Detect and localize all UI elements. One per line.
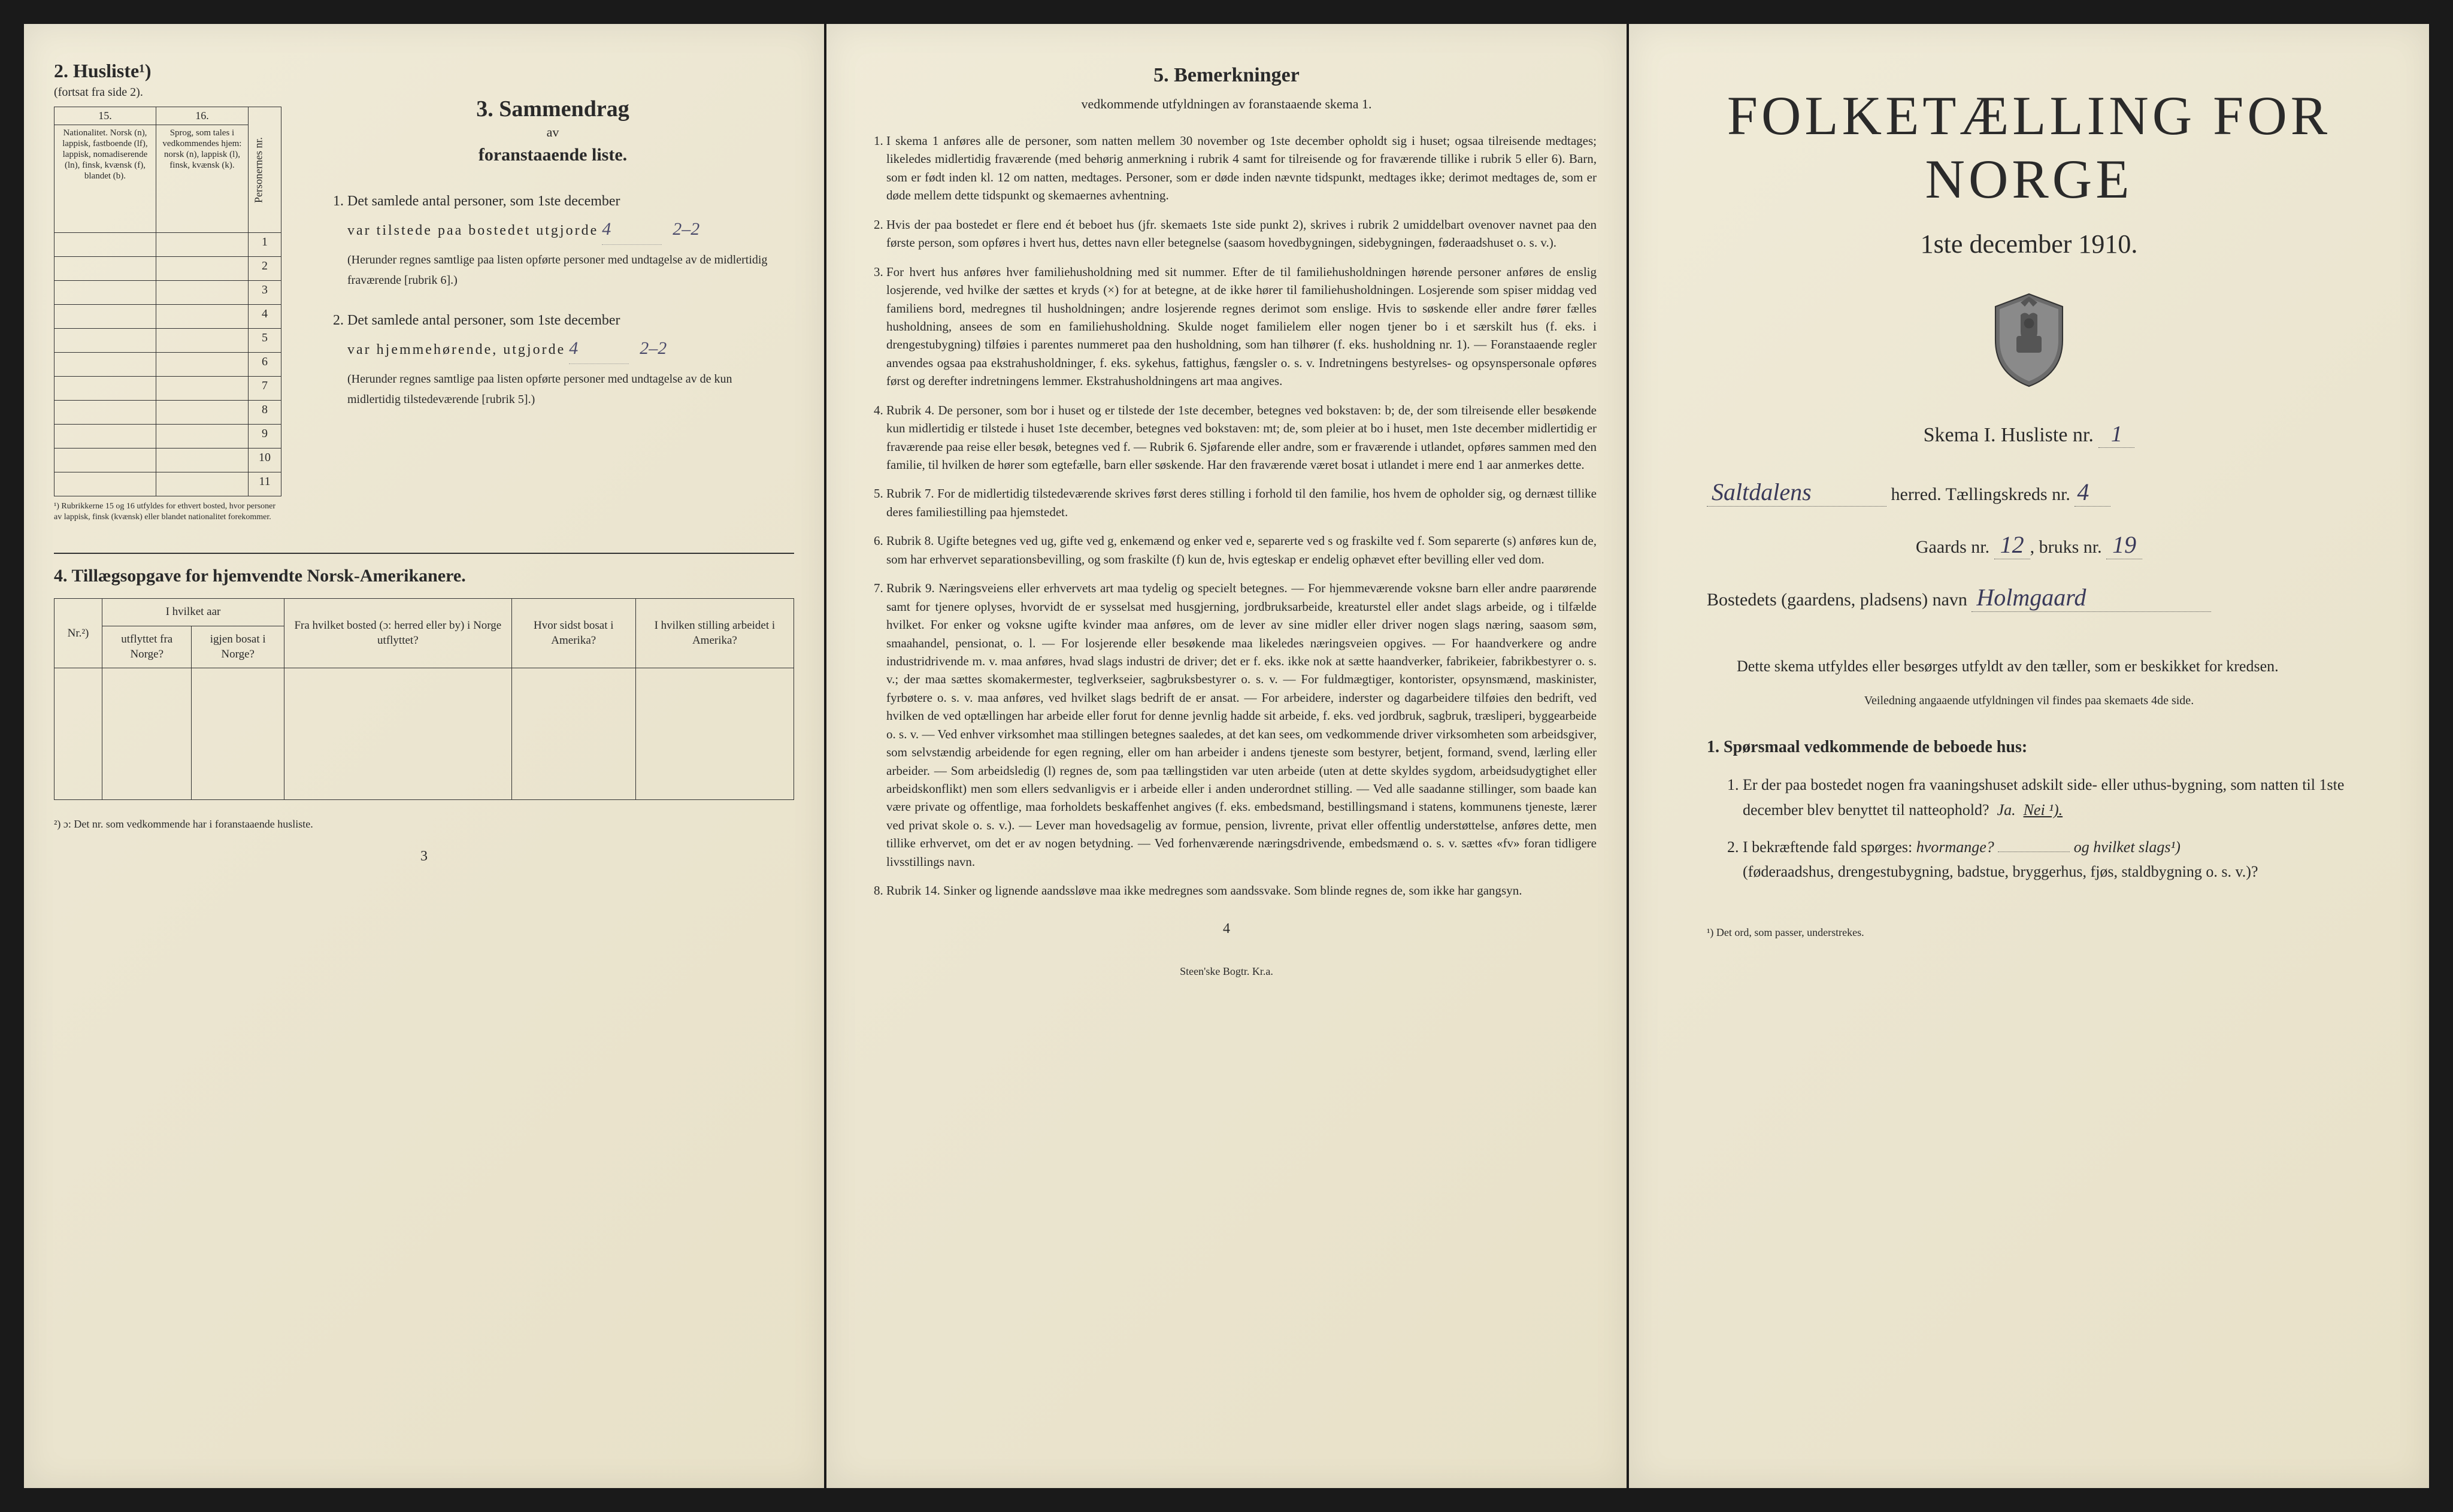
skema-label: Skema I. Husliste nr. — [1924, 424, 2094, 446]
instruct-small: Veiledning angaaende utfyldningen vil fi… — [1707, 691, 2351, 710]
question-heading: 1. Spørsmaal vedkommende de beboede hus: — [1707, 734, 2351, 761]
sammendrag-item-2: Det samlede antal personer, som 1ste dec… — [347, 308, 782, 410]
herred-value: Saltdalens — [1707, 478, 1886, 507]
bemerk-item: For hvert hus anføres hver familiehushol… — [886, 263, 1597, 390]
sammendrag-sub2: foranstaaende liste. — [323, 145, 782, 165]
item1-paren: (Herunder regnes samtlige paa listen opf… — [347, 250, 782, 290]
col-15-head: Nationalitet. Norsk (n), lappisk, fastbo… — [54, 125, 156, 233]
main-title: FOLKETÆLLING FOR NORGE — [1659, 84, 2399, 211]
th-igjen: igjen bosat i Norge? — [192, 626, 284, 668]
husliste-nr-value: 1 — [2098, 421, 2134, 448]
col-15-num: 15. — [54, 107, 156, 125]
col-16-head: Sprog, som tales i vedkommendes hjem: no… — [156, 125, 248, 233]
husliste-section: 2. Husliste¹) (fortsat fra side 2). 15. … — [54, 60, 281, 523]
census-document: 2. Husliste¹) (fortsat fra side 2). 15. … — [24, 24, 2429, 1488]
bruks-nr-value: 19 — [2106, 531, 2142, 559]
row-num: 10 — [249, 449, 281, 472]
page-number-4: 4 — [856, 918, 1597, 940]
page-2: 5. Bemerkninger vedkommende utfyldningen… — [826, 24, 1627, 1488]
item2-text-a: Det samlede antal personer, som 1ste dec… — [347, 313, 620, 328]
husliste-subtitle: (fortsat fra side 2). — [54, 86, 281, 99]
item2-value2: 2–2 — [640, 338, 667, 358]
item2-value: 4 — [569, 333, 629, 364]
instructions: Dette skema utfyldes eller besørges utfy… — [1659, 654, 2399, 896]
item1-value2: 2–2 — [673, 219, 699, 239]
th-hvor: Hvor sidst bosat i Amerika? — [511, 599, 635, 668]
row-num: 7 — [249, 377, 281, 401]
row-num: 2 — [249, 257, 281, 281]
husliste-footnote: ¹) Rubrikkerne 15 og 16 utfyldes for eth… — [54, 501, 281, 523]
row-num: 6 — [249, 353, 281, 377]
page1-upper: 2. Husliste¹) (fortsat fra side 2). 15. … — [54, 60, 794, 523]
page-number-3: 3 — [54, 849, 794, 865]
gaards-line: Gaards nr. 12, bruks nr. 19 — [1659, 531, 2399, 559]
th-hvilket: I hvilket aar — [102, 599, 284, 626]
item2-paren: (Herunder regnes samtlige paa listen opf… — [347, 369, 782, 410]
row-num: 3 — [249, 281, 281, 305]
coat-of-arms-icon — [1987, 289, 2071, 391]
row-num: 9 — [249, 425, 281, 449]
bemerk-subtitle: vedkommende utfyldningen av foranstaaend… — [856, 94, 1597, 114]
tillaeg-title: 4. Tillægsopgave for hjemvendte Norsk-Am… — [54, 566, 794, 586]
husliste-title: 2. Husliste¹) — [54, 60, 281, 82]
kreds-nr-value: 4 — [2075, 478, 2110, 507]
bemerk-item: Rubrik 9. Næringsveiens eller erhvervets… — [886, 579, 1597, 871]
q2-b: hvormange? — [1916, 838, 1994, 856]
sammendrag-section: 3. Sammendrag av foranstaaende liste. De… — [299, 60, 794, 523]
row-num: 5 — [249, 329, 281, 353]
bosted-line: Bostedets (gaardens, pladsens) navn Holm… — [1659, 583, 2399, 612]
bemerk-title: 5. Bemerkninger — [856, 60, 1597, 90]
question-1: Er der paa bostedet nogen fra vaaningshu… — [1743, 772, 2351, 822]
tillaeg-section: 4. Tillægsopgave for hjemvendte Norsk-Am… — [54, 566, 794, 865]
th-nr: Nr.²) — [54, 599, 102, 668]
skema-line: Skema I. Husliste nr. 1 — [1924, 421, 2135, 448]
sammendrag-item-1: Det samlede antal personer, som 1ste dec… — [347, 189, 782, 290]
col-16-num: 16. — [156, 107, 248, 125]
tillaeg-table: Nr.²) I hvilket aar Fra hvilket bosted (… — [54, 598, 794, 800]
page3-footnote: ¹) Det ord, som passer, understrekes. — [1659, 926, 2399, 939]
bemerk-item: I skema 1 anføres alle de personer, som … — [886, 132, 1597, 205]
bemerk-item: Hvis der paa bostedet er flere end ét be… — [886, 216, 1597, 252]
divider — [54, 553, 794, 554]
page-3-cover: FOLKETÆLLING FOR NORGE 1ste december 191… — [1629, 24, 2429, 1488]
page-1: 2. Husliste¹) (fortsat fra side 2). 15. … — [24, 24, 824, 1488]
col-personnr: Personernes nr. — [249, 107, 281, 233]
instruct-lead: Dette skema utfyldes eller besørges utfy… — [1707, 654, 2351, 679]
th-stilling: I hvilken stilling arbeidet i Amerika? — [635, 599, 794, 668]
item1-value: 4 — [602, 214, 662, 245]
row-num: 4 — [249, 305, 281, 329]
th-utflyttet: utflyttet fra Norge? — [102, 626, 192, 668]
herred-label: herred. Tællingskreds nr. — [1891, 484, 2070, 504]
sammendrag-title: 3. Sammendrag — [323, 96, 782, 122]
bosted-label: Bostedets (gaardens, pladsens) navn — [1707, 590, 1967, 610]
sammendrag-sub1: av — [323, 125, 782, 140]
herred-line: Saltdalens herred. Tællingskreds nr. 4 — [1659, 478, 2399, 507]
main-date: 1ste december 1910. — [1921, 229, 2138, 259]
bosted-value: Holmgaard — [1972, 583, 2211, 612]
question-2: I bekræftende fald spørges: hvormange? o… — [1743, 835, 2351, 884]
bemerk-item: Rubrik 7. For de midlertidig tilstedevær… — [886, 484, 1597, 521]
imprint: Steen'ske Bogtr. Kr.a. — [856, 963, 1597, 980]
item1-text-b: var tilstede paa bostedet utgjorde — [347, 223, 598, 238]
item1-text-a: Det samlede antal personer, som 1ste dec… — [347, 193, 620, 209]
bemerk-item: Rubrik 8. Ugifte betegnes ved ug, gifte … — [886, 532, 1597, 568]
gaards-nr-value: 12 — [1994, 531, 2030, 559]
row-num: 11 — [249, 472, 281, 496]
bruks-label: bruks nr. — [2039, 537, 2102, 557]
q1-nei: Nei ¹). — [2024, 801, 2063, 819]
q2-d: (føderaadshus, drengestubygning, badstue… — [1743, 863, 2258, 880]
th-fra: Fra hvilket bosted (ɔ: herred eller by) … — [284, 599, 511, 668]
bemerkninger-section: 5. Bemerkninger vedkommende utfyldningen… — [856, 60, 1597, 980]
row-num: 8 — [249, 401, 281, 425]
row-num: 1 — [249, 233, 281, 257]
q1-ja: Ja. — [1997, 801, 2016, 819]
bemerk-item: Rubrik 14. Sinker og lignende aandssløve… — [886, 881, 1597, 899]
tillaeg-footnote: ²) ɔ: Det nr. som vedkommende har i fora… — [54, 818, 794, 831]
husliste-table: 15. 16. Personernes nr. Nationalitet. No… — [54, 107, 281, 496]
item2-text-b: var hjemmehørende, utgjorde — [347, 342, 565, 357]
bemerk-item: Rubrik 4. De personer, som bor i huset o… — [886, 401, 1597, 474]
q2-c: og hvilket slags¹) — [2074, 838, 2181, 856]
gaards-label: Gaards nr. — [1916, 537, 1989, 557]
q2-a: I bekræftende fald spørges: — [1743, 838, 1912, 856]
